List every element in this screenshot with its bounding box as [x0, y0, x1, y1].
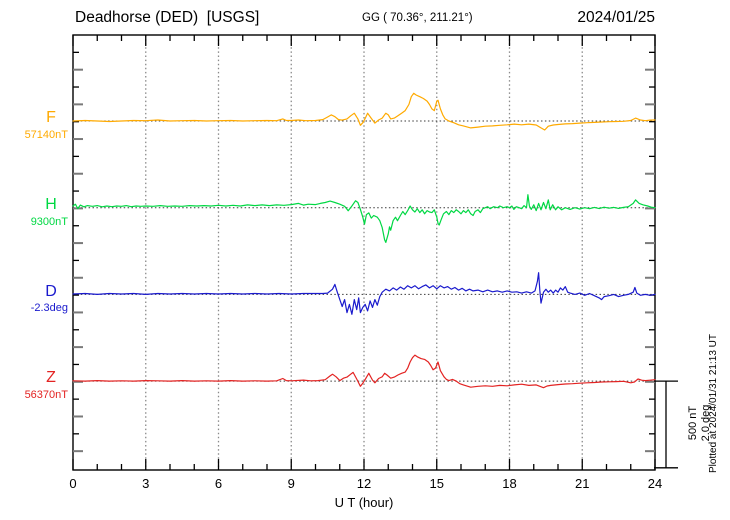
trace-label-H: H: [45, 196, 57, 213]
x-axis-title: U T (hour): [334, 495, 394, 510]
trace-baseline-Z: 56370nT: [24, 389, 68, 401]
station-title: Deadhorse (DED) [USGS]: [75, 9, 260, 26]
plotted-timestamp: Plotted at 2024/01/31 21:13 UT: [708, 334, 719, 473]
x-tick-label-3: 3: [142, 476, 150, 491]
trace-baseline-H: 9300nT: [30, 216, 68, 228]
x-tick-label-18: 18: [502, 476, 517, 491]
x-tick-label-24: 24: [647, 476, 663, 491]
trace-F: [72, 92, 656, 131]
x-tick-label-9: 9: [287, 476, 295, 491]
x-tick-label-15: 15: [429, 476, 444, 491]
trace-label-Z: Z: [46, 369, 56, 386]
geographic-coordinates: GG ( 70.36°, 211.21°): [362, 12, 473, 24]
x-tick-label-12: 12: [356, 476, 372, 491]
trace-D: [72, 272, 656, 315]
trace-baseline-F: 57140nT: [24, 129, 68, 141]
trace-Z: [72, 354, 656, 389]
trace-label-D: D: [45, 283, 57, 300]
x-tick-label-21: 21: [575, 476, 590, 491]
trace-H: [72, 194, 656, 243]
x-tick-label-6: 6: [214, 476, 223, 491]
observation-date: 2024/01/25: [577, 9, 655, 26]
x-tick-label-0: 0: [69, 476, 77, 491]
trace-baseline-D: -2.3deg: [30, 302, 68, 314]
trace-label-F: F: [46, 109, 56, 126]
